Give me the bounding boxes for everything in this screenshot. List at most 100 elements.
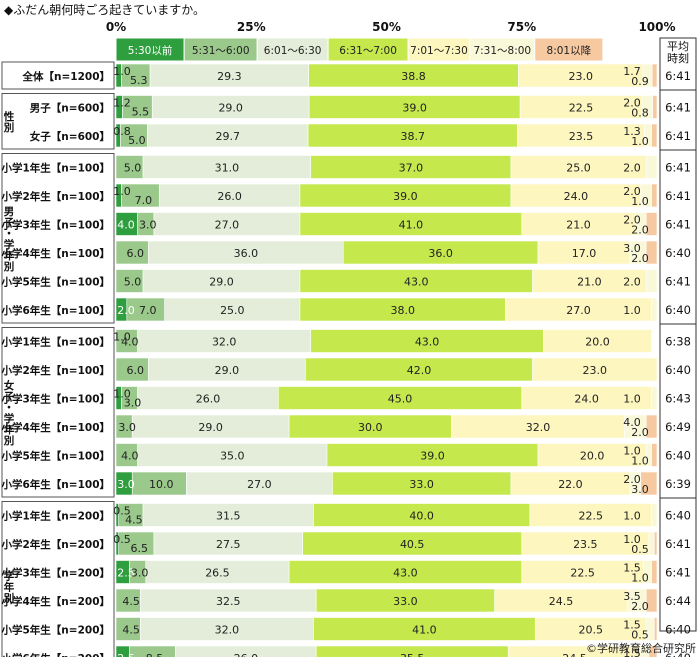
average-time: 6:40 (665, 509, 691, 523)
data-label: 20.5 (578, 624, 603, 637)
group-frame (1, 327, 115, 498)
legend-label: 5:31～6:00 (192, 45, 250, 57)
average-time: 6:49 (665, 420, 691, 434)
data-label: 5.0 (124, 276, 142, 289)
data-label: 23.5 (569, 130, 594, 143)
average-time: 6:41 (665, 566, 691, 580)
data-label: 1.2 (113, 97, 131, 110)
bar-segment (645, 414, 658, 439)
group-label-char: 別 (3, 434, 15, 447)
group-label-char: 年 (4, 423, 15, 436)
data-label: 39.0 (420, 450, 445, 463)
data-label: 6.0 (126, 247, 144, 260)
average-time: 6:41 (665, 189, 691, 203)
legend-label: 7:31～8:00 (473, 45, 531, 57)
data-label: 32.0 (212, 336, 237, 349)
data-label: 42.0 (407, 364, 432, 377)
bar-segment (651, 63, 658, 88)
data-label: 2.0 (631, 426, 649, 439)
data-label: 1.0 (631, 455, 649, 468)
row-label: 小学4年生【n=100】 (1, 421, 111, 434)
row-label: 小学2年生【n=100】 (1, 364, 111, 377)
data-label: 37.0 (399, 162, 424, 175)
data-label: 1.3 (623, 125, 641, 138)
average-time: 6:41 (665, 161, 691, 175)
data-label: 10.0 (149, 478, 174, 491)
data-label: 1.0 (113, 65, 131, 78)
data-label: 38.7 (400, 130, 425, 143)
row-label: 小学1年生【n=100】 (1, 336, 111, 349)
row-label: 小学4年生【n=200】 (1, 595, 111, 608)
bar-segment (651, 123, 658, 148)
data-label: 29.7 (215, 130, 240, 143)
data-label: 5.0 (128, 134, 146, 147)
group-frame (1, 153, 115, 324)
data-label: 1.0 (631, 135, 649, 148)
average-time: 6:38 (665, 335, 691, 349)
data-label: 24.5 (549, 595, 574, 608)
data-label: 33.0 (409, 478, 434, 491)
data-label: 2.0 (623, 185, 641, 198)
bar-segment (532, 357, 658, 382)
data-label: 4.0 (121, 450, 139, 463)
data-label: 32.5 (216, 595, 241, 608)
group-label-char: 性 (4, 110, 15, 123)
average-time: 6:41 (665, 129, 691, 143)
group-label-char: 年 (4, 580, 15, 593)
data-label: 24.5 (562, 652, 587, 657)
data-label: 3.0 (139, 219, 157, 232)
data-label: 29.0 (215, 364, 240, 377)
bar-segment (651, 386, 658, 410)
group-frame (1, 501, 115, 657)
group-label-char: 別 (3, 121, 15, 134)
data-label: 39.0 (393, 190, 418, 203)
bar-segment (640, 645, 650, 657)
data-label: 3.0 (131, 567, 149, 580)
bar-segment (129, 645, 176, 657)
row-label: 小学6年生【n=100】 (1, 478, 111, 491)
bar-segment (648, 531, 655, 556)
bar-segment (651, 560, 658, 584)
data-label: 27.0 (247, 478, 272, 491)
average-time: 6:41 (665, 275, 691, 289)
row-label: 小学6年生【n=200】 (1, 652, 111, 657)
x-tick-label: 75% (507, 20, 536, 34)
data-label: 1.5 (623, 562, 641, 575)
data-label: 1.0 (623, 445, 641, 458)
data-label: 4.5 (122, 624, 140, 637)
legend-label: 7:01～7:30 (410, 45, 468, 57)
data-label: 4.0 (117, 219, 135, 232)
data-label: 1.0 (631, 195, 649, 208)
average-header-line1: 平均 (667, 40, 689, 53)
data-label: 22.5 (578, 510, 603, 523)
bar-segment (645, 240, 658, 265)
data-label: 32.0 (526, 421, 551, 434)
data-label: 3.0 (124, 397, 142, 410)
bar-segment (645, 269, 658, 293)
data-label: 3.0 (117, 478, 135, 491)
x-tick-label: 25% (237, 20, 266, 34)
bar-segment (507, 645, 642, 657)
data-label: 27.0 (566, 304, 591, 317)
data-label: 1.0 (623, 510, 641, 523)
average-time: 6:41 (665, 69, 691, 83)
data-label: 0.5 (631, 543, 649, 556)
data-label: 4.5 (122, 595, 140, 608)
data-label: 24.0 (574, 393, 599, 406)
data-label: 36.0 (234, 247, 259, 260)
data-label: 22.5 (569, 102, 594, 115)
data-label: 2.0 (623, 473, 641, 486)
data-label: 8.5 (146, 652, 164, 657)
bar-segment (653, 617, 658, 641)
data-label: 40.5 (400, 538, 425, 551)
average-time: 6:40 (665, 449, 691, 463)
bar-segment (640, 471, 658, 496)
data-label: 23.5 (573, 538, 598, 551)
data-label: 3.0 (118, 421, 136, 434)
row-label: 男子【n=600】 (30, 102, 110, 115)
data-label: 2.0 (623, 162, 641, 175)
group-frame (1, 93, 115, 150)
average-time: 6:39 (665, 477, 691, 491)
average-time: 6:40 (665, 651, 691, 657)
data-label: 4.5 (125, 514, 143, 527)
